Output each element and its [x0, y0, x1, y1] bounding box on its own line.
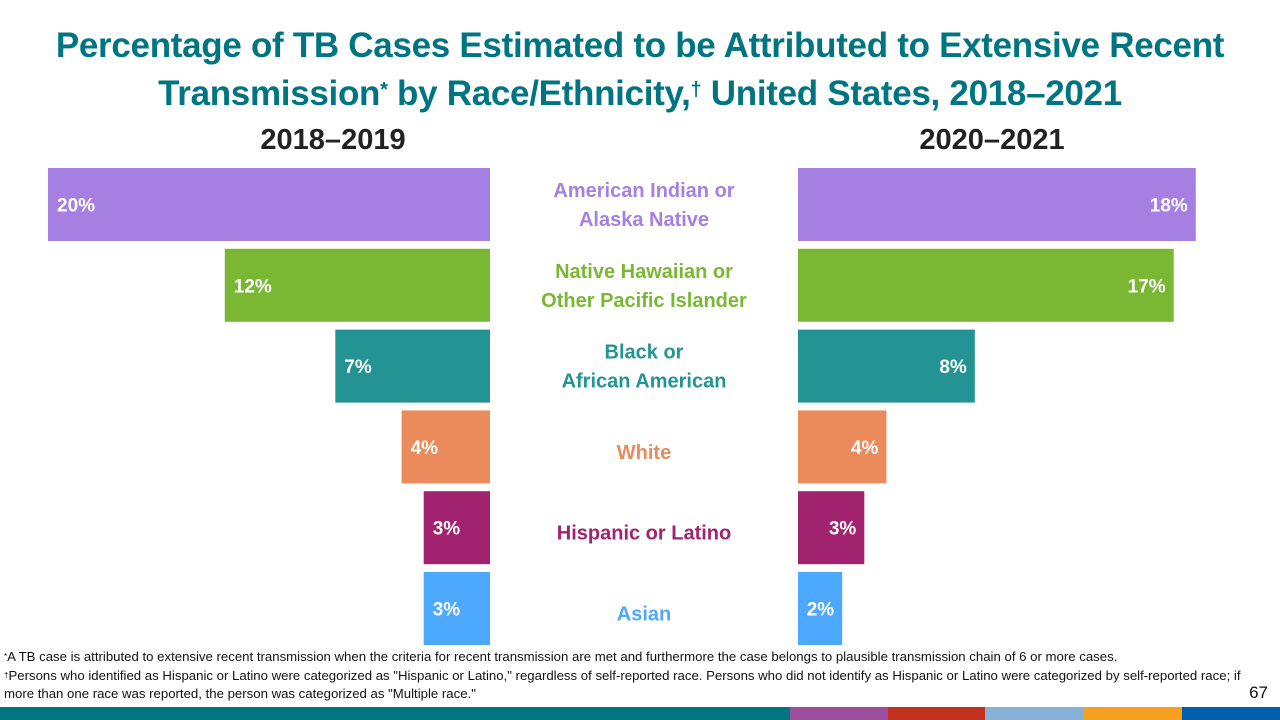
title-text: United States, 2018–2021 — [701, 74, 1122, 113]
band-segment — [0, 707, 790, 720]
category-label-line: Asian — [617, 604, 671, 626]
bar-2020-2021-native-hawaiian-or-other-pacific-islander — [798, 248, 1174, 322]
butterfly-bar-chart: 20% 18% American Indian or Alaska Native 12%… — [48, 168, 1196, 645]
category-label-hispanic-or-latino: Hispanic or Latino — [557, 523, 731, 545]
category-label-line: African American — [562, 371, 727, 393]
category-label-line: American Indian or — [553, 180, 734, 202]
category-label-line: Alaska Native — [579, 209, 709, 231]
bar-2020-2021-black-or-african-american — [798, 329, 975, 403]
band-segment — [790, 707, 888, 720]
footnote-marker-asterisk: * — [380, 79, 388, 101]
bar-2018-2019-asian — [423, 572, 490, 645]
data-label-2018-2019-hispanic-or-latino: 3% — [433, 519, 461, 540]
period-label-left: 2018–2019 — [260, 124, 406, 156]
title-line-2: Transmission* by Race/Ethnicity,† United… — [0, 70, 1280, 118]
band-segment — [1083, 707, 1182, 720]
footnote-2: †Persons who identified as Hispanic or L… — [4, 667, 1249, 704]
category-label-native-hawaiian-or-other-pacific-islander: Native Hawaiian or Other Pacific Islander — [541, 261, 747, 312]
category-label-line: Native Hawaiian or — [555, 261, 733, 283]
bottom-color-band — [0, 707, 1280, 720]
category-label-line: Other Pacific Islander — [541, 290, 747, 312]
data-label-2020-2021-hispanic-or-latino: 3% — [829, 519, 857, 540]
footnote-marker: * — [4, 652, 8, 661]
data-label-2020-2021-black-or-african-american: 8% — [939, 357, 967, 378]
band-segment — [985, 707, 1083, 720]
category-label-line: White — [617, 442, 671, 464]
bar-2018-2019-black-or-african-american — [335, 329, 490, 403]
title-line-1: Percentage of TB Cases Estimated to be A… — [55, 26, 1225, 65]
footnote-1: *A TB case is attributed to extensive re… — [4, 648, 1249, 667]
category-label-american-indian-or-alaska-native: American Indian or Alaska Native — [553, 180, 734, 231]
category-label-white: White — [617, 442, 671, 464]
data-label-2020-2021-white: 4% — [851, 438, 879, 459]
title-text: Transmission — [158, 74, 381, 113]
data-label-2018-2019-asian: 3% — [433, 600, 461, 621]
bar-2018-2019-american-indian-or-alaska-native — [48, 168, 490, 241]
category-label-line: Black or — [605, 342, 684, 364]
category-label-asian: Asian — [617, 604, 671, 626]
data-label-2018-2019-american-indian-or-alaska-native: 20% — [57, 196, 95, 217]
data-label-2020-2021-native-hawaiian-or-other-pacific-islander: 17% — [1128, 276, 1166, 297]
data-label-2020-2021-american-indian-or-alaska-native: 18% — [1150, 196, 1188, 217]
category-label-line: Hispanic or Latino — [557, 523, 731, 545]
data-label-2018-2019-black-or-african-american: 7% — [344, 357, 372, 378]
footnotes: *A TB case is attributed to extensive re… — [4, 648, 1249, 704]
footnote-text: Persons who identified as Hispanic or La… — [4, 667, 1241, 702]
title-text: by Race/Ethnicity, — [387, 74, 691, 113]
band-segment — [1182, 707, 1280, 720]
footnote-marker-dagger: † — [690, 79, 702, 101]
data-label-2018-2019-white: 4% — [411, 438, 439, 459]
footnote-text: A TB case is attributed to extensive rec… — [7, 649, 1118, 664]
bar-2018-2019-native-hawaiian-or-other-pacific-islander — [224, 248, 491, 322]
bar-2020-2021-american-indian-or-alaska-native — [798, 168, 1196, 241]
category-label-black-or-african-american: Black or African American — [562, 342, 727, 393]
page-number: 67 — [1249, 683, 1268, 702]
bar-2020-2021-white — [798, 410, 887, 484]
bar-2018-2019-white — [401, 410, 490, 484]
data-label-2018-2019-native-hawaiian-or-other-pacific-islander: 12% — [234, 276, 272, 297]
period-label-right: 2020–2021 — [919, 124, 1065, 156]
slide-title: Percentage of TB Cases Estimated to be A… — [0, 22, 1280, 118]
data-label-2020-2021-asian: 2% — [807, 600, 835, 621]
band-segment — [888, 707, 985, 720]
bar-2020-2021-hispanic-or-latino — [798, 491, 865, 565]
bar-2018-2019-hispanic-or-latino — [423, 491, 490, 565]
footnote-marker: † — [4, 670, 9, 680]
bar-2020-2021-asian — [798, 572, 843, 645]
